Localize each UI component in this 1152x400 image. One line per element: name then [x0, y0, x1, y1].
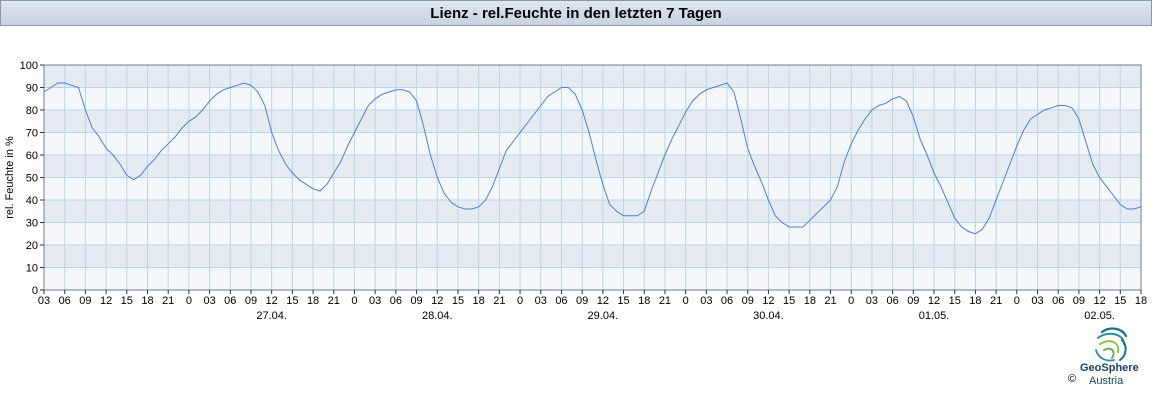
band	[44, 177, 1141, 200]
x-tick-label: 03	[1031, 295, 1043, 307]
x-tick-label: 21	[824, 295, 836, 307]
chart-title-bar: Lienz - rel.Feuchte in den letzten 7 Tag…	[0, 0, 1152, 26]
y-axis-label: rel. Feuchte in %	[4, 136, 16, 219]
x-tick-label: 15	[949, 295, 961, 307]
x-tick-label: 18	[638, 295, 650, 307]
x-tick-label: 15	[617, 295, 629, 307]
band	[44, 65, 1141, 88]
day-label: 29.04.	[588, 310, 619, 322]
x-tick-label: 0	[186, 295, 192, 307]
day-label: 01.05.	[919, 310, 950, 322]
day-label: 28.04.	[422, 310, 453, 322]
x-tick-label: 15	[286, 295, 298, 307]
day-label: 30.04.	[753, 310, 784, 322]
x-tick-label: 15	[783, 295, 795, 307]
x-tick-label: 12	[928, 295, 940, 307]
x-tick-label: 12	[762, 295, 774, 307]
band	[44, 110, 1141, 133]
x-tick-label: 09	[576, 295, 588, 307]
x-tick-label: 15	[452, 295, 464, 307]
copyright-symbol: ©	[1068, 373, 1077, 385]
chart-title: Lienz - rel.Feuchte in den letzten 7 Tag…	[430, 4, 722, 22]
x-axis-day-labels: 27.04.28.04.29.04.30.04.01.05.02.05.03.0…	[256, 310, 1115, 322]
x-tick-label: 06	[886, 295, 898, 307]
x-tick-label: 18	[969, 295, 981, 307]
y-tick-label: 50	[26, 173, 38, 185]
x-tick-label: 18	[473, 295, 485, 307]
y-axis-ticks: 0 10 20 30 40 50 60 70 80 90 100	[20, 60, 44, 297]
y-tick-label: 0	[32, 285, 38, 297]
y-tick-label: 30	[26, 218, 38, 230]
y-tick-label: 60	[26, 150, 38, 162]
logo-name: GeoSphere	[1080, 362, 1139, 374]
x-tick-label: 09	[907, 295, 919, 307]
x-tick-label: 09	[742, 295, 754, 307]
x-tick-label: 15	[1114, 295, 1126, 307]
x-tick-label: 21	[328, 295, 340, 307]
x-tick-label: 18	[804, 295, 816, 307]
x-tick-label: 12	[100, 295, 112, 307]
x-tick-label: 09	[1073, 295, 1085, 307]
x-tick-label: 03	[535, 295, 547, 307]
x-tick-label: 06	[59, 295, 71, 307]
y-tick-label: 70	[26, 128, 38, 140]
band	[44, 245, 1141, 268]
day-label: 02.05.	[1084, 310, 1115, 322]
band	[44, 222, 1141, 245]
x-axis-ticks: 03 06 09 12 15 18 21 0 03 06 09 12 15 18 21 0 03 06 09 12 15…	[38, 290, 1147, 307]
x-tick-label: 0	[1014, 295, 1020, 307]
y-tick-label: 10	[26, 263, 38, 275]
band	[44, 87, 1141, 110]
x-tick-label: 0	[848, 295, 854, 307]
x-tick-label: 12	[266, 295, 278, 307]
x-tick-label: 09	[79, 295, 91, 307]
x-tick-label: 03	[203, 295, 215, 307]
band	[44, 267, 1141, 290]
x-tick-label: 06	[721, 295, 733, 307]
x-tick-label: 18	[141, 295, 153, 307]
x-tick-label: 0	[517, 295, 523, 307]
x-tick-label: 21	[162, 295, 174, 307]
x-tick-label: 03	[369, 295, 381, 307]
day-label: 27.04.	[256, 310, 287, 322]
x-tick-label: 12	[597, 295, 609, 307]
geosphere-logo-icon	[1095, 327, 1128, 362]
y-tick-label: 100	[20, 60, 38, 72]
x-tick-label: 12	[1093, 295, 1105, 307]
y-tick-label: 90	[26, 83, 38, 95]
band	[44, 155, 1141, 178]
logo-subtitle: Austria	[1089, 375, 1124, 387]
x-tick-label: 18	[307, 295, 319, 307]
x-tick-label: 18	[1135, 295, 1147, 307]
horizontal-gridlines	[44, 87, 1141, 268]
y-tick-label: 80	[26, 105, 38, 117]
band	[44, 200, 1141, 223]
x-tick-label: 12	[431, 295, 443, 307]
x-tick-label: 0	[683, 295, 689, 307]
x-tick-label: 06	[390, 295, 402, 307]
band	[44, 132, 1141, 155]
x-tick-label: 06	[555, 295, 567, 307]
x-tick-label: 0	[351, 295, 357, 307]
x-tick-label: 21	[493, 295, 505, 307]
y-tick-label: 40	[26, 195, 38, 207]
x-tick-label: 09	[245, 295, 257, 307]
humidity-series-line	[43, 82, 1142, 235]
x-tick-label: 15	[121, 295, 133, 307]
x-tick-label: 21	[990, 295, 1002, 307]
y-tick-label: 20	[26, 240, 38, 252]
x-tick-label: 09	[410, 295, 422, 307]
x-tick-label: 06	[224, 295, 236, 307]
x-tick-label: 06	[1052, 295, 1064, 307]
background-bands	[44, 65, 1141, 290]
x-tick-label: 21	[659, 295, 671, 307]
x-tick-label: 03	[866, 295, 878, 307]
x-tick-label: 03	[38, 295, 50, 307]
x-tick-label: 03	[700, 295, 712, 307]
